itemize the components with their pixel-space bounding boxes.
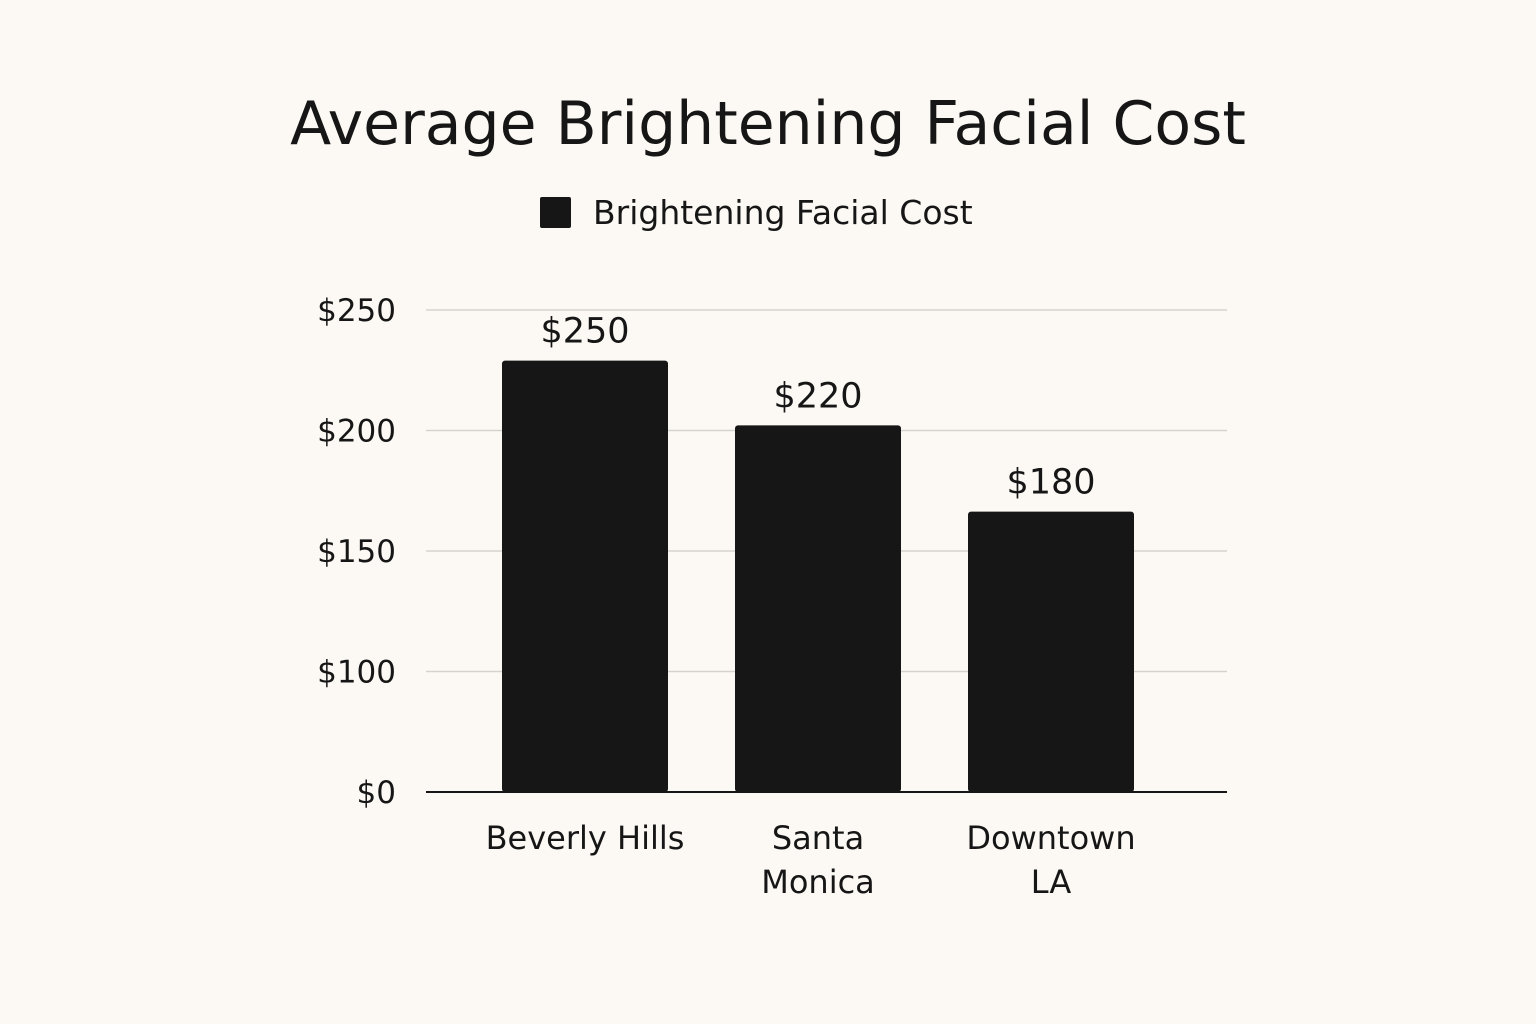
bar [968,511,1134,792]
y-tick-label: $100 [317,655,396,691]
x-category-label: Santa Monica [761,819,875,901]
y-tick-label: $250 [317,293,396,329]
y-tick-label: $200 [317,414,396,450]
legend-label: Brightening Facial Cost [593,193,973,232]
x-category-label: Downtown LA [966,819,1135,901]
bar [735,425,901,792]
x-axis-categories: Beverly Hills Santa Monica Downtown LA [486,819,1136,901]
x-category-label: Beverly Hills [486,819,685,857]
data-label: $180 [1006,463,1095,503]
bars [502,360,1134,792]
bar [502,360,668,792]
data-labels: $250 $220 $180 [540,312,1095,503]
data-label: $220 [773,376,862,416]
y-axis-ticks: $250 $200 $150 $100 $0 [317,293,396,811]
data-label: $250 [540,312,629,352]
legend-swatch [540,197,571,228]
chart-title: Average Brightening Facial Cost [290,89,1246,159]
y-tick-label: $150 [317,534,396,570]
y-tick-label: $0 [357,775,396,811]
legend: Brightening Facial Cost [540,193,973,232]
